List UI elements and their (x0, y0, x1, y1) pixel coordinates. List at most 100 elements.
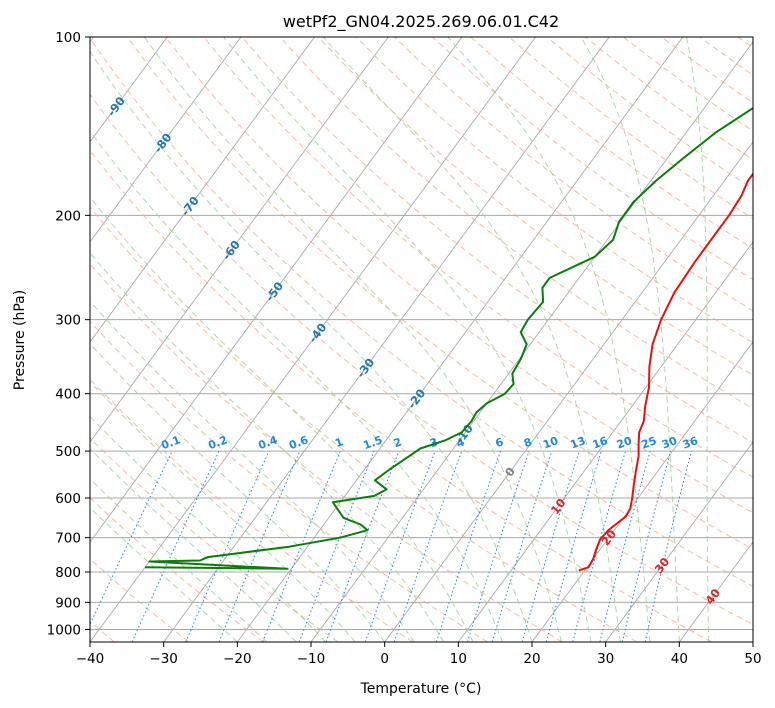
x-tick-label: 40 (671, 651, 688, 667)
x-tick-label: 30 (597, 651, 614, 667)
isotherm-label: 40 (702, 586, 723, 607)
isotherm-line (605, 441, 753, 642)
y-tick-label: 500 (55, 444, 81, 460)
isotherm-label: 30 (652, 555, 673, 576)
background-lines (90, 37, 753, 642)
dry-adiabat-line (279, 37, 753, 410)
mixing-ratio-label: 8 (522, 435, 534, 450)
isotherm-line (310, 41, 753, 642)
moist-adiabat-line (143, 37, 562, 642)
dry-adiabat-line (90, 93, 753, 626)
moist-adiabat-line (447, 37, 651, 642)
dry-adiabat-line (126, 37, 753, 550)
plot-frame (89, 36, 754, 643)
mixing-ratio-label: 1.5 (362, 433, 385, 452)
dewpoint-profile-line (145, 106, 753, 570)
mixing-ratio-label: 6 (494, 435, 506, 450)
moist-adiabat-line (90, 50, 533, 642)
dry-adiabat-line (90, 206, 638, 642)
mixing-ratio-line (644, 450, 692, 642)
moist-adiabat-line (90, 196, 474, 642)
profile-lines (145, 106, 753, 572)
isotherm-label: -40 (306, 320, 330, 345)
mixing-ratio-line (185, 450, 270, 642)
mixing-ratio-line (393, 450, 463, 642)
dry-adiabat-line (737, 37, 753, 49)
y-tick-label: 200 (55, 208, 81, 224)
isotherm-label: -100 (56, 53, 85, 84)
dry-adiabat-line (317, 37, 753, 376)
mixing-ratio-line (325, 450, 400, 642)
dry-adiabat-line (355, 37, 753, 344)
dry-adiabat-line (470, 37, 753, 250)
moist-adiabat-line (90, 252, 445, 642)
mixing-ratio-line (262, 450, 341, 642)
mixing-ratio-label: 2 (392, 435, 404, 450)
dry-adiabat-line (699, 37, 753, 76)
dry-adiabat-line (165, 37, 753, 514)
y-tick-label: 1000 (47, 622, 81, 638)
isotherm-line (384, 141, 753, 642)
y-tick-label: 700 (55, 531, 81, 547)
mixing-ratio-line (435, 450, 502, 642)
moist-adiabat-line (580, 37, 680, 642)
mixing-ratio-line (218, 450, 301, 642)
x-tick-label: −30 (149, 651, 178, 667)
mixing-ratio-label: 36 (681, 434, 700, 452)
isotherm-label: -30 (354, 355, 378, 380)
mixing-ratio-label: 10 (541, 434, 560, 452)
dry-adiabat-line (90, 320, 488, 642)
isotherm-line (531, 341, 753, 642)
isotherm-line (90, 37, 168, 143)
mixing-ratio-line (298, 450, 375, 642)
mixing-ratio-line (545, 450, 602, 642)
isotherm-line (90, 37, 463, 543)
isotherm-line (752, 641, 753, 642)
isotherm-label: 0 (502, 464, 518, 479)
isotherm-line (678, 541, 753, 642)
mixing-ratio-label: 13 (569, 434, 588, 451)
mixing-ratio-line (599, 450, 651, 642)
temperature-profile-line (578, 172, 753, 572)
moist-adiabat-line (90, 381, 356, 642)
dry-adiabat-line (90, 37, 753, 587)
mixing-ratio-label: 0.2 (206, 433, 229, 452)
x-tick-label: −10 (297, 651, 326, 667)
y-tick-label: 600 (55, 491, 81, 507)
dry-adiabat-line (546, 37, 753, 190)
mixing-ratio-line (491, 450, 553, 642)
isotherm-line (236, 37, 684, 642)
moist-adiabat-line (90, 300, 415, 642)
mixing-ratio-label: 20 (615, 434, 634, 452)
mixing-ratio-line (521, 450, 580, 642)
moist-adiabat-line (90, 415, 327, 642)
x-axis-label: Temperature (°C) (360, 681, 482, 697)
isotherm-label: 10 (548, 496, 569, 517)
isotherm-label: -20 (405, 386, 429, 411)
dry-adiabat-line (661, 37, 753, 104)
isotherm-line (90, 37, 242, 243)
y-tick-label: 800 (55, 565, 81, 581)
dry-adiabat-line (90, 497, 264, 642)
mixing-ratio-line (467, 450, 530, 642)
x-tick-label: 10 (450, 651, 467, 667)
isotherm-label: -80 (151, 130, 175, 155)
mixing-ratio-label: 1 (333, 435, 345, 450)
moist-adiabat-line (90, 130, 503, 642)
y-tick-label: 400 (55, 387, 81, 403)
moist-adiabat-line (90, 507, 238, 642)
dry-adiabat-line (90, 263, 563, 642)
isotherm-line (90, 37, 315, 343)
mixing-ratio-label: 0.1 (160, 433, 183, 452)
mixing-ratio-label: 16 (591, 434, 610, 452)
isotherm-label: -60 (219, 238, 243, 263)
y-tick-label: 300 (55, 313, 81, 329)
moist-adiabat-line (323, 37, 621, 642)
y-tick-label: 100 (55, 30, 81, 46)
moist-adiabat-line (223, 37, 592, 642)
isotherm-line (457, 241, 753, 642)
mixing-ratio-label: 0.6 (287, 433, 310, 452)
isotherm-label: -90 (104, 94, 128, 119)
